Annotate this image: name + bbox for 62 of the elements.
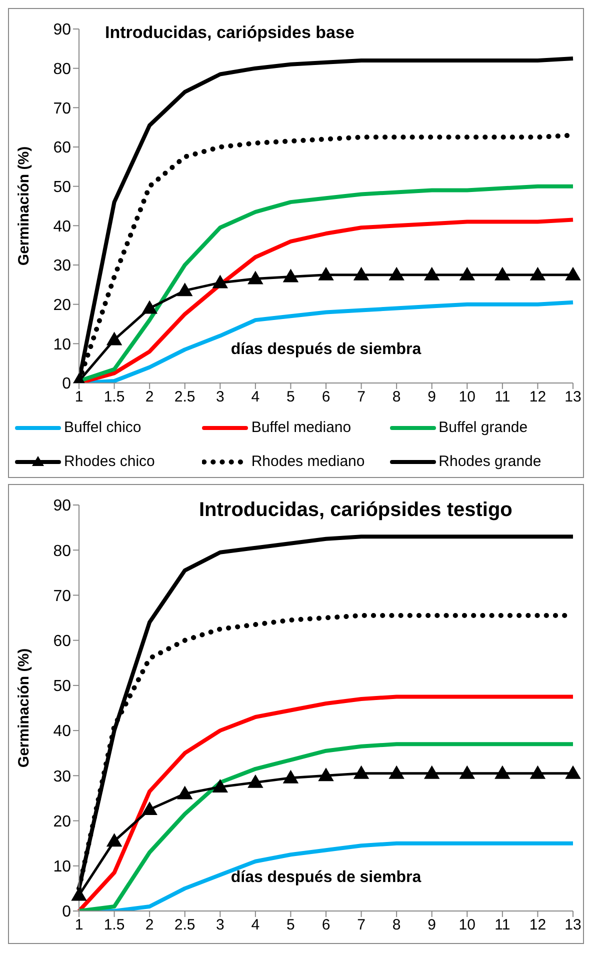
x-tick-label: 11: [494, 916, 510, 934]
x-tick-label: 6: [322, 388, 330, 406]
y-tick-label: 10: [53, 858, 72, 876]
x-tick-label: 7: [357, 916, 366, 934]
x-tick-label: 6: [322, 916, 330, 934]
chart-title: Introducidas, cariópsides testigo: [199, 499, 512, 522]
x-tick-label: 1: [74, 916, 84, 934]
x-tick-label: 1: [74, 388, 84, 406]
y-tick-label: 20: [53, 813, 72, 830]
x-tick-label: 10: [458, 916, 476, 934]
legend-label: Rhodes mediano: [250, 453, 366, 472]
legend-label: Buffel chico: [63, 419, 142, 438]
x-tick-label: 9: [428, 916, 436, 934]
x-axis-title: días después de siembra: [230, 869, 422, 886]
y-tick-label: 40: [53, 723, 72, 740]
x-tick-label: 13: [564, 388, 582, 406]
x-tick-label: 2.5: [174, 388, 196, 406]
x-tick-label: 1.5: [104, 916, 125, 934]
y-tick-label: 50: [53, 179, 72, 196]
x-tick-label: 4: [251, 916, 260, 934]
y-tick-label: 20: [53, 297, 72, 314]
y-tick-label: 90: [53, 498, 72, 515]
legend-label: Rhodes chico: [63, 453, 156, 472]
x-tick-label: 5: [286, 916, 295, 934]
y-tick-label: 50: [53, 678, 72, 696]
x-tick-label: 12: [529, 916, 546, 934]
legend-label: Rhodes grande: [438, 453, 542, 472]
y-tick-label: 70: [53, 588, 72, 605]
y-tick-label: 90: [53, 22, 72, 39]
x-tick-label: 3: [216, 916, 224, 934]
x-tick-label: 10: [458, 388, 476, 406]
y-tick-label: 60: [53, 633, 72, 650]
x-tick-label: 8: [392, 916, 401, 934]
x-tick-label: 12: [529, 388, 546, 406]
y-axis-title: Germinación (%): [15, 648, 32, 768]
x-tick-label: 13: [564, 916, 582, 934]
legend-label: Buffel mediano: [250, 419, 352, 438]
y-tick-label: 60: [53, 140, 72, 157]
x-tick-label: 5: [286, 388, 295, 406]
y-tick-label: 80: [53, 61, 72, 78]
x-tick-label: 8: [392, 388, 401, 406]
y-axis-title: Germinación (%): [15, 146, 32, 266]
x-tick-label: 3: [216, 388, 224, 406]
y-tick-label: 40: [53, 218, 72, 236]
x-tick-label: 11: [494, 388, 510, 406]
x-axis-title: días después de siembra: [230, 341, 422, 358]
y-tick-label: 80: [53, 542, 72, 560]
y-tick-label: 70: [53, 100, 72, 118]
x-tick-label: 4: [251, 388, 260, 406]
x-tick-label: 9: [428, 388, 436, 406]
y-tick-label: 30: [53, 768, 72, 786]
x-tick-label: 7: [357, 388, 366, 406]
x-tick-label: 2.5: [174, 916, 196, 934]
y-tick-label: 10: [53, 336, 72, 354]
x-tick-label: 2: [145, 388, 154, 406]
legend-label: Buffel grande: [438, 419, 529, 438]
x-tick-label: 2: [145, 916, 154, 934]
chart-title: Introducidas, cariópsides base: [105, 23, 354, 43]
x-tick-label: 1.5: [104, 388, 125, 406]
y-tick-label: 0: [62, 376, 72, 393]
y-tick-label: 30: [53, 258, 72, 275]
y-tick-label: 0: [62, 904, 72, 921]
